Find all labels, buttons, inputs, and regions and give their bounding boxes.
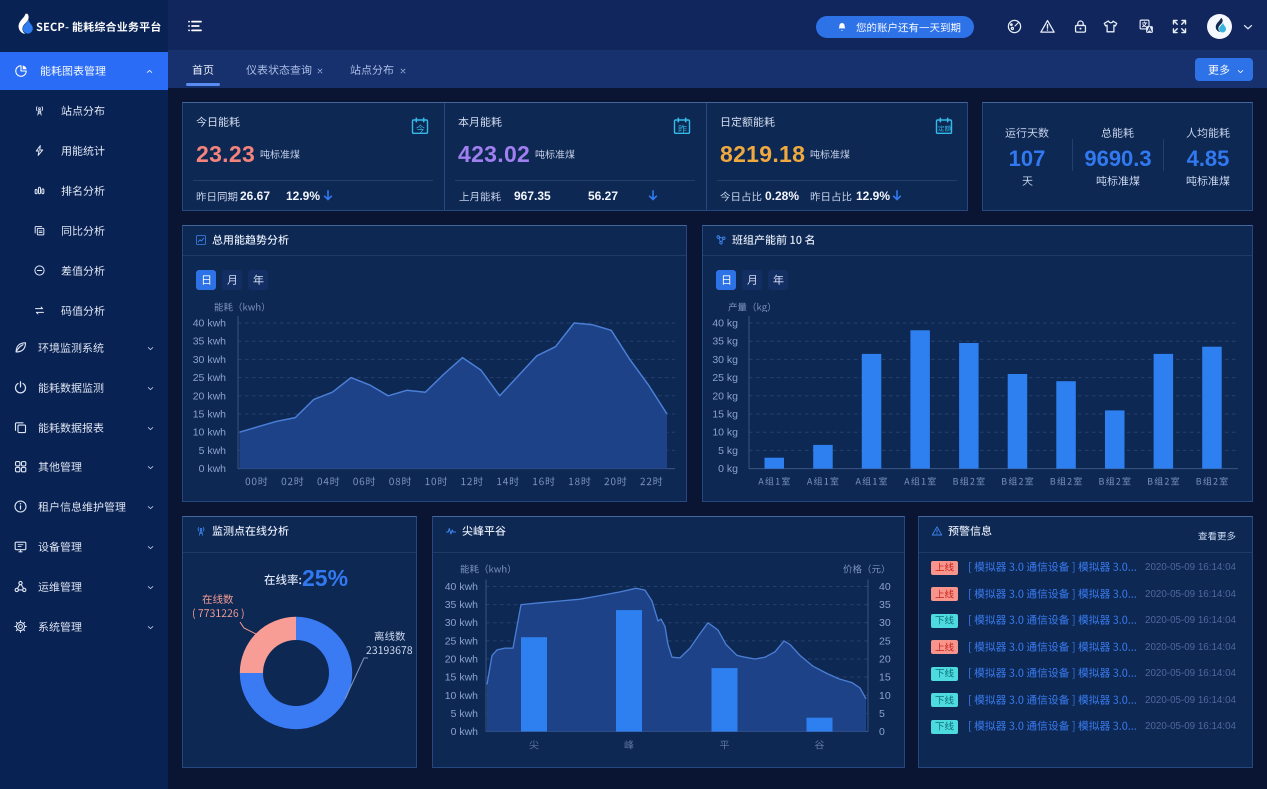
svg-text:40 kg: 40 kg: [712, 318, 738, 330]
svg-text:20: 20: [879, 654, 891, 666]
svg-text:25: 25: [879, 635, 891, 647]
svg-text:0: 0: [879, 726, 885, 738]
svg-text:0 kg: 0 kg: [718, 463, 738, 475]
svg-text:20 kwh: 20 kwh: [445, 654, 478, 666]
svg-text:15: 15: [879, 672, 891, 684]
svg-text:10 kwh: 10 kwh: [445, 690, 478, 702]
svg-text:15 kwh: 15 kwh: [193, 409, 226, 421]
svg-text:30 kg: 30 kg: [712, 354, 738, 366]
svg-text:40 kwh: 40 kwh: [193, 318, 226, 330]
svg-text:5 kwh: 5 kwh: [451, 708, 479, 720]
svg-text:20 kwh: 20 kwh: [193, 390, 226, 402]
svg-text:10 kwh: 10 kwh: [193, 427, 226, 439]
svg-text:5 kwh: 5 kwh: [199, 445, 227, 457]
svg-text:35 kwh: 35 kwh: [445, 599, 478, 611]
svg-text:40 kwh: 40 kwh: [445, 581, 478, 593]
svg-text:25%: 25%: [302, 565, 348, 591]
svg-text:30 kwh: 30 kwh: [193, 354, 226, 366]
svg-text:5: 5: [879, 708, 885, 720]
svg-text:0 kwh: 0 kwh: [451, 726, 479, 738]
svg-text:25 kwh: 25 kwh: [193, 372, 226, 384]
svg-text:5 kg: 5 kg: [718, 445, 738, 457]
svg-text:40: 40: [879, 581, 891, 593]
svg-text:10: 10: [879, 690, 891, 702]
svg-text:15 kg: 15 kg: [712, 409, 738, 421]
svg-text:30: 30: [879, 617, 891, 629]
svg-text:20 kg: 20 kg: [712, 390, 738, 402]
svg-text:30 kwh: 30 kwh: [445, 617, 478, 629]
svg-text:15 kwh: 15 kwh: [445, 672, 478, 684]
svg-text:35 kg: 35 kg: [712, 336, 738, 348]
svg-text:10 kg: 10 kg: [712, 427, 738, 439]
svg-text:35 kwh: 35 kwh: [193, 336, 226, 348]
svg-text:25 kwh: 25 kwh: [445, 635, 478, 647]
svg-text:25 kg: 25 kg: [712, 372, 738, 384]
svg-text:35: 35: [879, 599, 891, 611]
svg-text:0 kwh: 0 kwh: [199, 463, 227, 475]
